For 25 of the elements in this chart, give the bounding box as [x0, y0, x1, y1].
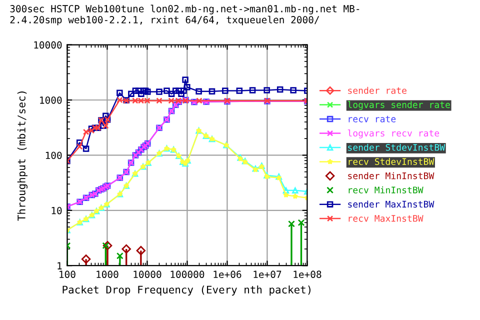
y-tick-label: 10 — [52, 206, 62, 214]
legend-label: logvars recv rate — [348, 130, 440, 138]
x-tick-label: 100000 — [170, 270, 204, 278]
y-tick-label: 1000 — [40, 96, 62, 104]
legend-label: recv StdevInstBW — [348, 158, 434, 166]
legend-label: recv rate — [348, 116, 396, 122]
y-tick-label: 10000 — [34, 41, 62, 49]
legend-label: sender StdevInstBW — [348, 144, 446, 151]
chart-title: 300sec HSTCP Web100tune lon02.mb-ng.net->man01.mb-ng.net MB- 2.4.20smp web100-2.2.1, rxint 64/64, txqueuelen 2000/ — [10, 4, 360, 26]
x-tick-label: 1e+08 — [294, 270, 322, 278]
legend-label: logvars sender rate — [348, 101, 450, 110]
x-tick-label: 1e+06 — [214, 270, 242, 278]
x-tick-label: 1000 — [96, 270, 118, 278]
legend-label: sender rate — [348, 86, 406, 94]
legend-label: sender MinInstBW — [348, 172, 434, 180]
x-tick-label: 10000 — [134, 270, 162, 278]
y-tick-label: 100 — [46, 152, 62, 160]
x-tick-label: 1e+07 — [254, 270, 282, 278]
y-tick-label: 1 — [58, 262, 62, 270]
x-tick-label: 100 — [60, 270, 76, 278]
legend-label: recv MaxInstBW — [348, 215, 424, 222]
legend-label: sender MaxInstBW — [348, 200, 434, 208]
y-axis-title: Throughput (mbit/sec) — [17, 92, 28, 221]
legend-label: recv MinInstBW — [348, 186, 424, 194]
x-axis-title: Packet Drop Frequency (Every nth packet) — [62, 286, 310, 296]
